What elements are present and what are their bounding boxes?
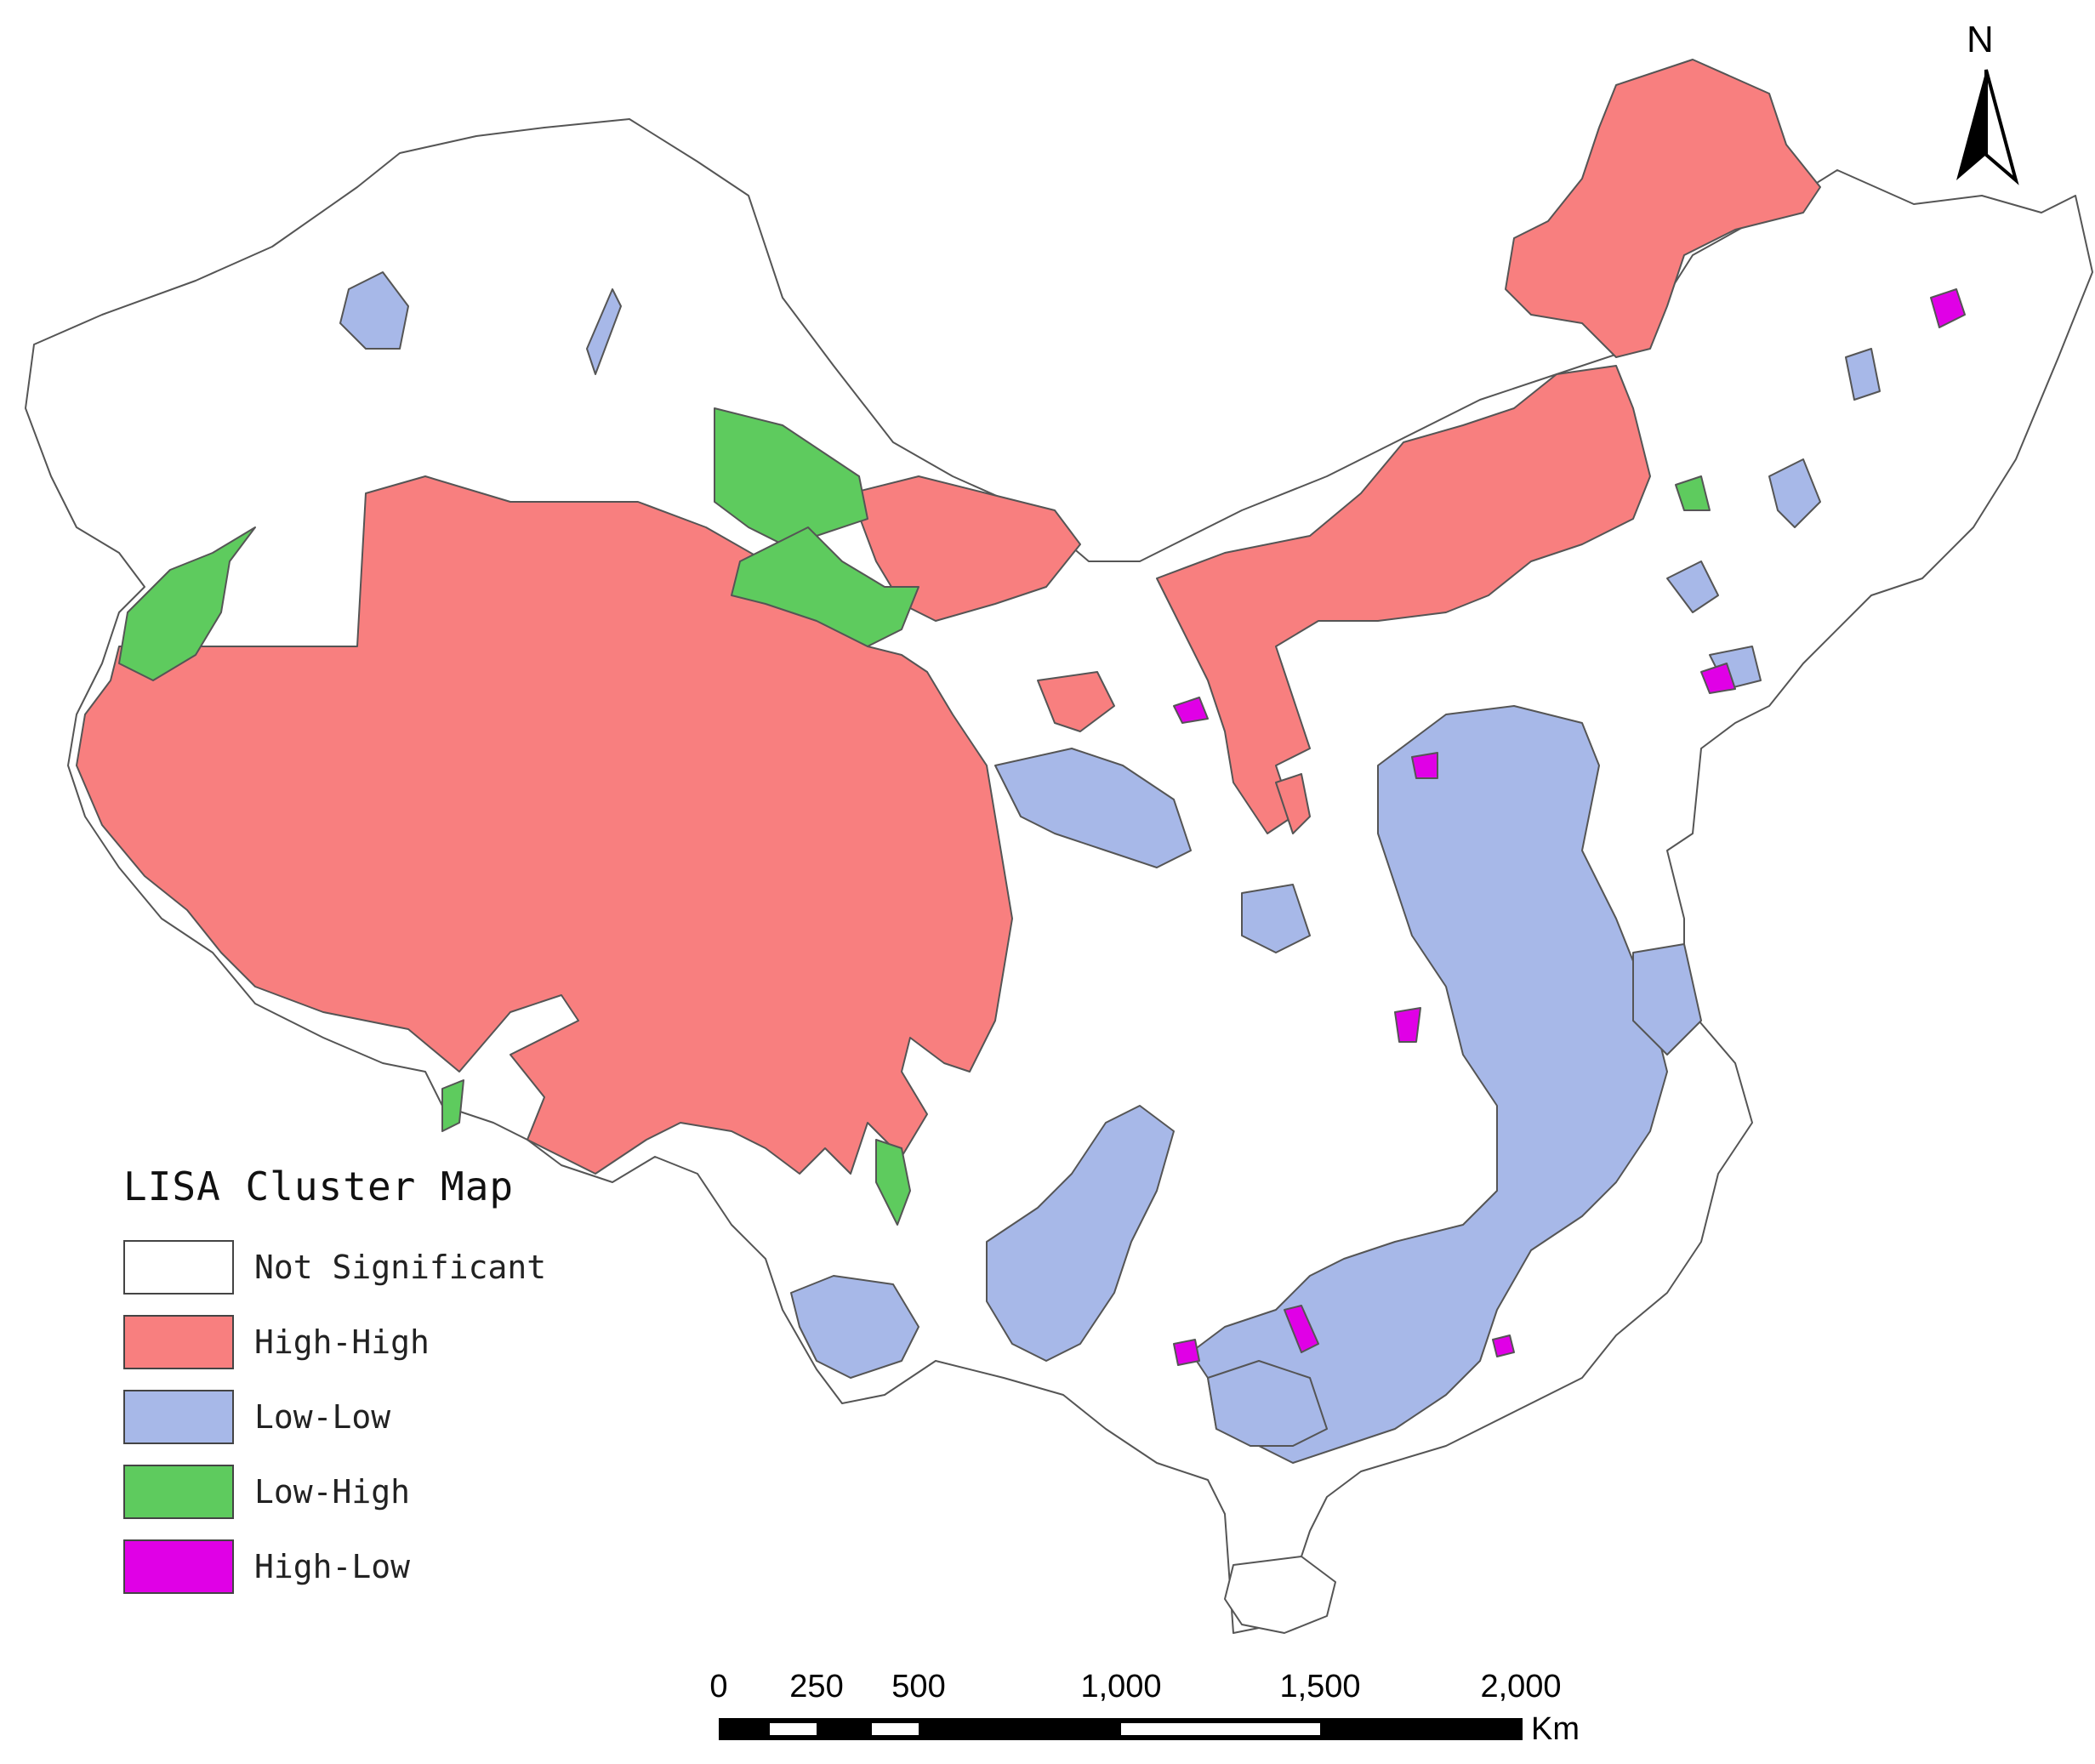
scale-label-1500: 1,500 xyxy=(1279,1669,1360,1704)
legend-item-not-significant: Not Significant xyxy=(123,1230,546,1305)
legend: LISA Cluster Map Not Significant High-Hi… xyxy=(123,1164,546,1604)
low-high-small-region xyxy=(441,1079,464,1132)
legend-swatch xyxy=(123,1539,234,1594)
low-low-northeast-2-region xyxy=(1845,348,1881,401)
legend-item-high-low: High-Low xyxy=(123,1529,546,1604)
low-low-east-central-region xyxy=(1190,705,1668,1464)
high-low-gansu-region xyxy=(1173,697,1209,724)
low-high-cluster-group xyxy=(118,407,1711,1226)
legend-label: High-High xyxy=(254,1323,430,1361)
high-low-shanxi-region xyxy=(1411,752,1438,779)
scale-label-250: 250 xyxy=(789,1669,843,1704)
north-arrow: N xyxy=(1948,19,2024,189)
high-high-small-region xyxy=(1037,671,1115,732)
scale-bar: 0 250 500 1,000 1,500 2,000 Km xyxy=(709,1669,1580,1747)
north-arrow-icon xyxy=(1956,69,2019,185)
legend-label: Low-Low xyxy=(254,1398,391,1436)
scale-label-2000: 2,000 xyxy=(1480,1669,1561,1704)
low-low-southwest-region xyxy=(986,1105,1175,1362)
low-low-jiangsu-region xyxy=(1632,943,1702,1056)
low-low-liaoning-region xyxy=(1666,560,1719,613)
legend-label: Low-High xyxy=(254,1473,411,1511)
legend-title: LISA Cluster Map xyxy=(123,1164,515,1209)
legend-item-high-high: High-High xyxy=(123,1305,546,1380)
scale-unit-label: Km xyxy=(1531,1711,1580,1747)
high-high-west-region xyxy=(76,475,1013,1175)
scale-label-1000: 1,000 xyxy=(1080,1669,1161,1704)
legend-label: High-Low xyxy=(254,1548,411,1585)
high-high-northeast-region xyxy=(1505,59,1821,358)
scale-label-0: 0 xyxy=(709,1669,727,1704)
high-high-inner-mongolia-region xyxy=(1156,365,1651,834)
legend-label: Not Significant xyxy=(254,1249,547,1286)
low-low-yunnan-region xyxy=(790,1275,919,1379)
legend-swatch xyxy=(123,1465,234,1519)
low-high-west-region xyxy=(118,526,256,681)
scale-bar-segment xyxy=(872,1723,919,1735)
high-high-shanxi-region xyxy=(1275,773,1311,834)
legend-swatch xyxy=(123,1240,234,1295)
low-low-north-xinjiang-region xyxy=(339,271,409,350)
low-low-xinjiang-2-region xyxy=(586,288,622,375)
scale-bar-frame xyxy=(719,1718,1523,1740)
high-low-guangxi-region xyxy=(1284,1305,1319,1353)
scale-bar-segment xyxy=(1121,1723,1320,1735)
low-high-central-region xyxy=(731,526,919,647)
high-low-guangdong-region xyxy=(1492,1334,1515,1357)
low-high-south-tibet-region xyxy=(875,1139,911,1226)
high-low-heilongjiang-region xyxy=(1930,288,1966,328)
legend-swatch xyxy=(123,1315,234,1369)
hainan-island-region xyxy=(1224,1556,1336,1634)
scale-bar-segment xyxy=(770,1723,817,1735)
north-label: N xyxy=(1967,19,1994,60)
legend-item-low-low: Low-Low xyxy=(123,1380,546,1454)
legend-item-low-high: Low-High xyxy=(123,1454,546,1529)
high-low-dalian-region xyxy=(1700,663,1736,694)
scale-label-500: 500 xyxy=(891,1669,945,1704)
high-low-guizhou-region xyxy=(1173,1339,1200,1366)
high-low-cluster-group xyxy=(1173,288,1966,1366)
low-low-henan-region xyxy=(1241,884,1311,953)
low-low-shaanxi-region xyxy=(994,748,1192,868)
high-low-hubei-region xyxy=(1394,1007,1421,1043)
low-low-northeast-region xyxy=(1768,458,1821,528)
low-high-ne-region xyxy=(1675,475,1711,511)
low-low-guangxi-region xyxy=(1207,1360,1328,1447)
high-high-cluster-group xyxy=(76,59,1821,1175)
low-low-cluster-group xyxy=(339,271,1881,1464)
legend-swatch xyxy=(123,1390,234,1444)
